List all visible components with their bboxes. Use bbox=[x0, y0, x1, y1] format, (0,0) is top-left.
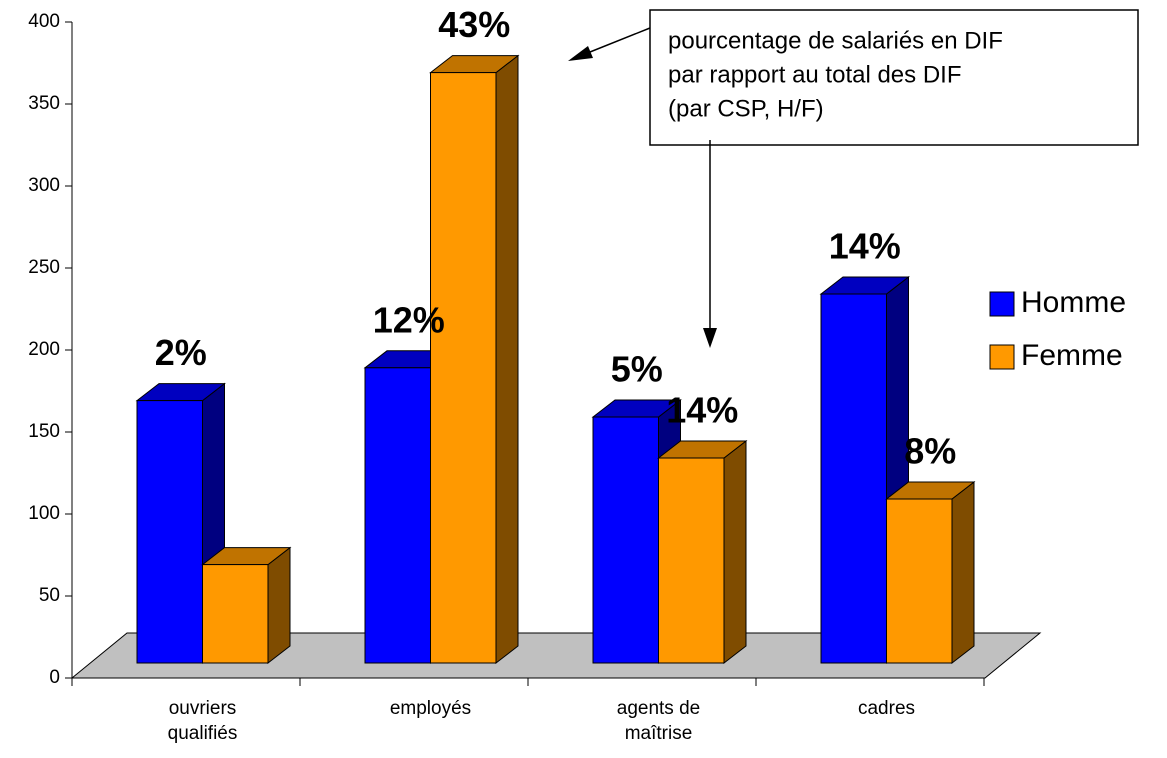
legend-swatch bbox=[989, 344, 1015, 370]
bar-front bbox=[820, 293, 887, 664]
bar-front bbox=[364, 367, 431, 664]
data-label: 5% bbox=[611, 349, 663, 390]
arrow-head bbox=[703, 328, 717, 348]
bar-front bbox=[136, 400, 203, 664]
annotation-box bbox=[649, 9, 1139, 146]
y-tick-label: 300 bbox=[28, 175, 60, 196]
y-tick-label: 100 bbox=[28, 503, 60, 524]
annotation-line: (par CSP, H/F) bbox=[668, 95, 824, 122]
bar bbox=[657, 439, 748, 665]
data-label: 8% bbox=[904, 431, 956, 472]
bar-front bbox=[886, 498, 953, 664]
data-label: 12% bbox=[373, 299, 445, 340]
arrow bbox=[584, 27, 651, 55]
y-tick-label: 50 bbox=[39, 585, 60, 606]
y-tick-label: 150 bbox=[28, 421, 60, 442]
data-label: 43% bbox=[438, 4, 510, 45]
legend-label: Homme bbox=[1021, 286, 1126, 319]
data-label: 2% bbox=[155, 332, 207, 373]
bar-side bbox=[951, 480, 975, 665]
bar-side bbox=[267, 546, 291, 665]
y-tick-label: 250 bbox=[28, 257, 60, 278]
y-tick-label: 400 bbox=[28, 11, 60, 32]
bar-front bbox=[658, 457, 725, 664]
x-tick-label: employés bbox=[389, 698, 472, 719]
bar bbox=[429, 54, 520, 665]
bar-side bbox=[495, 54, 519, 665]
bar-front bbox=[592, 416, 659, 664]
data-label: 14% bbox=[829, 226, 901, 267]
x-tick-label: ouvriers qualifiés bbox=[167, 698, 238, 744]
y-tick-label: 0 bbox=[49, 667, 60, 688]
bar bbox=[201, 546, 292, 665]
bar-front bbox=[202, 564, 269, 664]
legend-label: Femme bbox=[1021, 339, 1123, 372]
x-tick-label: agents de maîtrise bbox=[616, 698, 701, 744]
annotation-line: pourcentage de salariés en DIF bbox=[668, 27, 1003, 54]
x-tick-label: cadres bbox=[857, 698, 916, 719]
bar-front bbox=[430, 72, 497, 664]
data-label: 14% bbox=[666, 390, 738, 431]
legend-swatch bbox=[989, 291, 1015, 317]
y-tick-label: 200 bbox=[28, 339, 60, 360]
bar bbox=[819, 275, 910, 665]
bar bbox=[885, 480, 976, 665]
arrow-head bbox=[568, 46, 593, 61]
annotation-line: par rapport au total des DIF bbox=[668, 61, 961, 88]
y-tick-label: 350 bbox=[28, 93, 60, 114]
bar-side bbox=[723, 439, 747, 665]
floor bbox=[70, 632, 1042, 679]
